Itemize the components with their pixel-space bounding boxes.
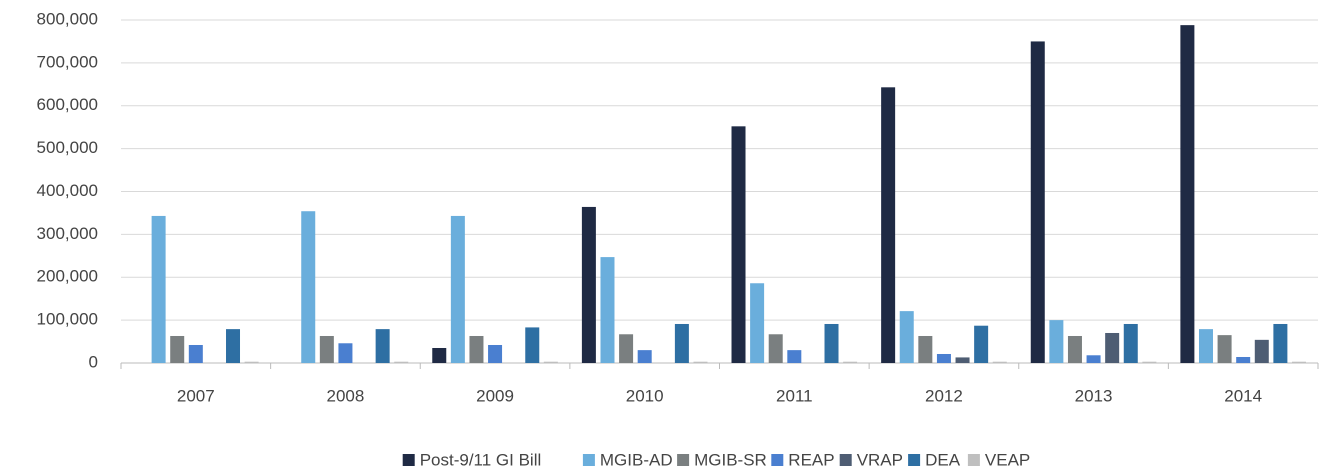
x-tick-label: 2012 [925,386,963,405]
bar [637,350,652,363]
bar [1105,332,1120,363]
legend-label: VRAP [857,450,903,469]
bar [1030,41,1045,363]
legend-swatch [908,454,921,466]
y-tick-label: 300,000 [37,224,98,243]
bar [319,335,334,363]
bar [1180,25,1195,364]
bar [525,327,540,363]
bar [731,126,746,363]
bar [226,329,241,363]
bar [1123,323,1138,363]
bar [151,215,166,363]
bar [1067,335,1082,363]
bar [301,211,316,363]
bar [955,357,970,363]
bar [1217,335,1232,363]
legend-label: MGIB-AD [600,450,673,469]
legend-swatch [582,454,595,466]
bar [338,343,353,363]
legend-label: REAP [788,450,834,469]
legend-swatch [771,454,784,466]
bar [600,257,615,363]
bar [768,334,783,363]
bar [787,350,802,363]
legend-swatch [402,454,415,466]
bar [1291,361,1306,363]
bar [992,361,1007,363]
y-tick-label: 0 [89,352,98,371]
legend-swatch [839,454,852,466]
y-tick-label: 400,000 [37,181,98,200]
bar [188,344,203,363]
x-tick-label: 2009 [476,386,514,405]
bar [918,335,933,363]
bar [1049,320,1064,363]
bar [750,283,765,363]
bar [936,353,951,363]
y-tick-label: 700,000 [37,52,98,71]
y-tick-label: 500,000 [37,138,98,157]
legend-label: Post-9/11 GI Bill [420,450,542,469]
bar [469,335,484,363]
bar [543,361,558,363]
bar [693,361,708,363]
legend-swatch [967,454,980,466]
bar [170,335,185,363]
bar [375,329,390,363]
bar [394,361,409,363]
y-tick-label: 100,000 [37,310,98,329]
bar [1198,329,1213,363]
bar [899,311,914,363]
bar [974,325,989,363]
legend-label: DEA [925,450,961,469]
bar [619,334,634,363]
y-tick-label: 600,000 [37,95,98,114]
bar [450,215,465,363]
bar [674,323,689,363]
x-tick-label: 2011 [776,386,813,405]
bar [244,361,259,363]
bar [824,323,839,363]
bar [881,87,896,363]
x-tick-label: 2008 [327,386,365,405]
y-tick-label: 800,000 [37,9,98,28]
y-tick-label: 200,000 [37,267,98,286]
legend-swatch [677,454,690,466]
legend-label: MGIB-SR [694,450,767,469]
x-tick-label: 2013 [1075,386,1113,405]
bar [1273,323,1288,363]
bar [843,361,858,363]
bar [1086,355,1101,363]
x-tick-label: 2014 [1224,386,1262,405]
x-tick-label: 2010 [626,386,664,405]
bar [432,347,447,363]
x-tick-label: 2007 [177,386,215,405]
bar [581,206,596,363]
bar [1254,339,1269,363]
legend-label: VEAP [985,450,1030,469]
bar [1236,356,1251,363]
bar [488,344,503,363]
bar [1142,361,1157,363]
